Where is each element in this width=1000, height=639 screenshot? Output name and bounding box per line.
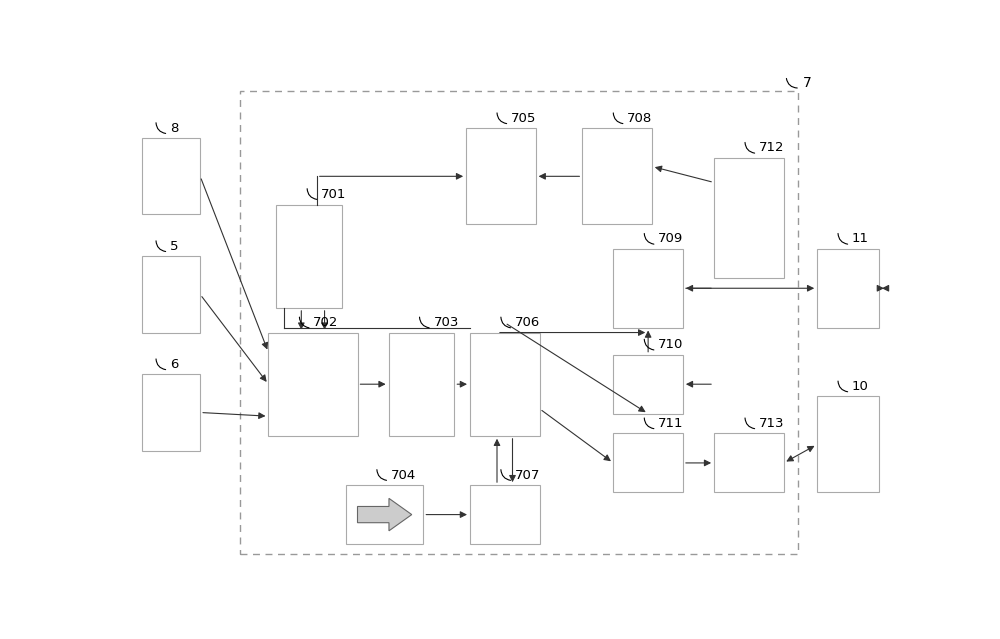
Text: 11: 11 (852, 233, 869, 245)
Bar (613, 355, 683, 413)
Text: 713: 713 (759, 417, 784, 430)
Bar (240, 91, 798, 554)
Bar (142, 138, 200, 215)
Text: 703: 703 (433, 316, 459, 329)
Text: 7: 7 (803, 77, 812, 91)
Text: 6: 6 (170, 358, 178, 371)
Bar (817, 396, 879, 493)
Polygon shape (358, 498, 412, 531)
Text: 712: 712 (759, 141, 784, 155)
Bar (582, 128, 652, 224)
Bar (268, 332, 358, 436)
Bar (142, 256, 200, 332)
Bar (470, 332, 540, 436)
Bar (817, 249, 879, 328)
Bar (466, 128, 536, 224)
Text: 709: 709 (658, 233, 683, 245)
Bar (714, 158, 784, 279)
Text: 708: 708 (627, 112, 652, 125)
Bar (613, 249, 683, 328)
Text: 5: 5 (170, 240, 178, 253)
Bar (714, 433, 784, 493)
Bar (470, 485, 540, 544)
Text: 711: 711 (658, 417, 684, 430)
Text: 706: 706 (515, 316, 540, 329)
Bar (388, 332, 454, 436)
Text: 701: 701 (321, 188, 346, 201)
Text: 10: 10 (852, 380, 869, 393)
Text: 707: 707 (515, 468, 540, 482)
Text: 705: 705 (511, 112, 536, 125)
Bar (276, 204, 342, 308)
Text: 704: 704 (391, 468, 416, 482)
Bar (613, 433, 683, 493)
Text: 702: 702 (313, 316, 339, 329)
Bar (142, 374, 200, 450)
Text: 8: 8 (170, 122, 178, 135)
Bar (346, 485, 423, 544)
Text: 710: 710 (658, 338, 684, 351)
